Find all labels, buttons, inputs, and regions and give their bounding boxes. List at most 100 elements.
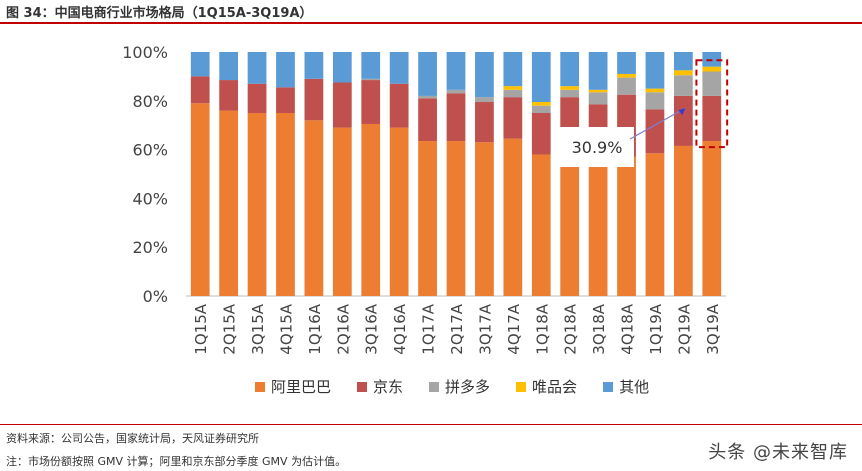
figure-title: 图 34：中国电商行业市场格局（1Q15A-3Q19A）: [6, 6, 313, 21]
bar-segment: [531, 52, 551, 103]
bar-segment: [247, 52, 267, 84]
x-tick-label: 4Q16A: [391, 303, 409, 354]
bar-segment: [560, 89, 580, 98]
highlight-box: [695, 59, 729, 149]
bar-segment: [304, 120, 324, 296]
legend-swatch-alibaba: [255, 381, 265, 392]
bar-segment: [418, 141, 437, 296]
bar-segment: [418, 98, 437, 142]
annotation-arrowhead: [678, 108, 686, 116]
legend-swatch-vip: [516, 381, 527, 392]
bar-segment: [531, 105, 551, 113]
bar-segment: [389, 127, 409, 296]
legend-item-other: 其他: [603, 376, 649, 397]
x-tick-label: 2Q19A: [675, 303, 693, 354]
legend-item-vip: 唯品会: [516, 376, 577, 397]
x-tick-label: 2Q17A: [448, 303, 466, 354]
bar-segment: [560, 52, 580, 87]
x-tick-label: 1Q19A: [647, 303, 665, 354]
x-tick-label: 1Q17A: [420, 303, 438, 354]
x-tick-label: 1Q18A: [533, 303, 551, 354]
bar-segment: [418, 52, 437, 96]
footnote: 注：市场份额按照 GMV 计算；阿里和京东部分季度 GMV 为估计值。: [6, 455, 347, 468]
bar-segment: [219, 110, 239, 296]
source-note: 资料来源：公司公告，国家统计局，天风证券研究所: [6, 432, 259, 445]
bar-segment: [503, 97, 523, 139]
bar-segment: [304, 52, 324, 79]
bar-segment: [531, 154, 551, 296]
legend-item-alibaba: 阿里巴巴: [255, 376, 331, 397]
bar-segment: [276, 113, 295, 296]
bar-segment: [560, 156, 580, 296]
x-tick-label: 4Q17A: [505, 303, 523, 354]
bar-segment: [503, 52, 523, 87]
bar-segment: [389, 52, 409, 84]
x-tick-label: 3Q19A: [704, 303, 722, 354]
bar-segment: [190, 103, 210, 297]
bar-segment: [332, 52, 352, 83]
bar-segment: [645, 92, 665, 110]
bar-segment: [475, 142, 494, 296]
x-tick-label: 2Q18A: [562, 303, 580, 354]
legend-swatch-jd: [357, 381, 368, 392]
bar-segment: [361, 52, 381, 79]
bar-segment: [276, 52, 295, 88]
bar-segment: [446, 52, 466, 90]
x-tick-label: 2Q15A: [221, 303, 239, 354]
annotation-label: 30.9%: [572, 138, 623, 157]
bar-segment: [190, 76, 210, 104]
bar-segment: [702, 95, 722, 142]
watermark: 头条 @未来智库: [702, 436, 854, 466]
bar-segment: [617, 77, 636, 95]
legend-item-pdd: 拼多多: [429, 376, 490, 397]
bar-segment: [503, 86, 523, 90]
legend-swatch-other: [603, 381, 614, 392]
bar-segment: [503, 138, 523, 296]
bar-segment: [531, 113, 551, 155]
bar-segment: [560, 86, 580, 90]
bar-segment: [673, 70, 693, 76]
legend-label-vip: 唯品会: [532, 378, 578, 396]
bar-segment: [588, 92, 608, 105]
bar-segment: [304, 78, 324, 121]
bar-segment: [702, 141, 722, 296]
bar-segment: [645, 153, 665, 296]
bar-segment: [503, 89, 523, 98]
bar-segment: [645, 109, 665, 154]
x-tick-label: 3Q18A: [590, 303, 608, 354]
bar-segment: [446, 89, 466, 94]
x-tick-label: 4Q18A: [619, 303, 637, 354]
legend-label-alibaba: 阿里巴巴: [271, 378, 332, 396]
bar-segment: [361, 78, 381, 81]
x-tick-label: 2Q16A: [334, 303, 352, 354]
legend-swatch-pdd: [429, 381, 440, 392]
bar-segment: [475, 52, 494, 98]
y-tick-label: 0%: [143, 287, 168, 306]
y-tick-label: 40%: [132, 189, 168, 208]
bar-segment: [389, 83, 409, 128]
bar-segment: [361, 80, 381, 124]
bar-segment: [475, 102, 494, 143]
bar-segment: [531, 102, 551, 106]
bar-segment: [702, 66, 722, 72]
y-tick-label: 80%: [132, 92, 168, 111]
bar-segment: [219, 52, 239, 81]
bar-segment: [617, 156, 636, 296]
bar-segment: [190, 52, 210, 77]
bar-segment: [332, 82, 352, 128]
x-tick-label: 4Q15A: [277, 303, 295, 354]
annotation-pointer: [629, 107, 686, 140]
bar-segment: [475, 97, 494, 103]
x-tick-label: 3Q17A: [476, 303, 494, 354]
y-tick-label: 100%: [122, 43, 168, 62]
bar-segment: [645, 52, 665, 89]
bar-segment: [673, 52, 693, 71]
legend-label-pdd: 拼多多: [445, 378, 491, 396]
bar-segment: [332, 127, 352, 296]
bar-segment: [446, 141, 466, 296]
bar-segment: [617, 52, 636, 74]
bar-segment: [588, 52, 608, 90]
bar-segment: [645, 88, 665, 93]
bar-segment: [276, 87, 295, 113]
